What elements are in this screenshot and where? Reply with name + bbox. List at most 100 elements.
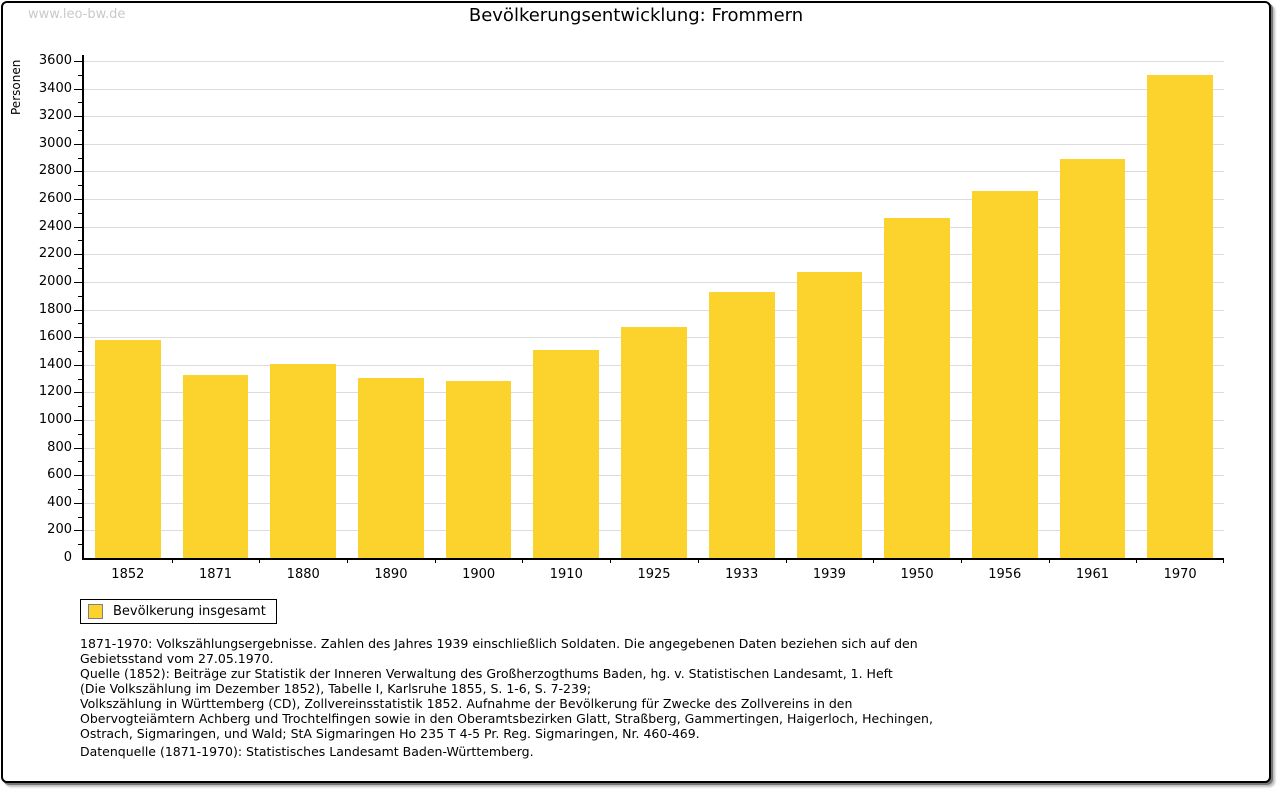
x-axis-tick bbox=[873, 558, 875, 563]
y-axis-minor-tick bbox=[78, 323, 82, 325]
y-axis-major-tick bbox=[74, 61, 82, 62]
y-axis-tick-label: 2600 bbox=[38, 191, 72, 207]
y-axis-major-tick bbox=[74, 254, 82, 256]
legend-label: Bevölkerung insgesamt bbox=[113, 604, 266, 619]
y-axis-tick-label: 2200 bbox=[38, 246, 72, 262]
y-gridline bbox=[84, 254, 1224, 256]
x-axis-tick bbox=[522, 558, 524, 563]
bar-1890 bbox=[358, 377, 424, 558]
bar-1956 bbox=[971, 190, 1038, 558]
y-axis-tick-label: 2000 bbox=[38, 273, 72, 289]
x-axis-tick bbox=[259, 558, 261, 563]
y-axis-major-tick bbox=[74, 143, 82, 145]
bar-1970 bbox=[1147, 74, 1214, 558]
y-axis-major-tick bbox=[74, 502, 82, 504]
x-axis-tick bbox=[1048, 558, 1050, 563]
y-axis-major-tick bbox=[74, 226, 82, 228]
y-gridline bbox=[84, 61, 1224, 62]
y-axis-minor-tick bbox=[78, 516, 82, 518]
y-axis-title: Personen bbox=[9, 59, 23, 115]
y-axis-minor-tick bbox=[78, 212, 82, 214]
bar-1950 bbox=[884, 217, 950, 558]
y-axis-tick-label: 800 bbox=[47, 439, 72, 455]
x-axis-tick bbox=[697, 558, 699, 563]
source-note-line: 1871-1970: Volkszählungsergebnisse. Zahl… bbox=[80, 636, 918, 651]
x-axis-tick-label: 1970 bbox=[1163, 567, 1197, 582]
x-axis-tick-label: 1852 bbox=[111, 567, 145, 582]
x-axis-tick bbox=[610, 558, 612, 563]
y-axis-tick-label: 2400 bbox=[38, 218, 72, 234]
y-axis-minor-tick bbox=[78, 268, 82, 270]
chart-title: Bevölkerungsentwicklung: Frommern bbox=[468, 5, 804, 26]
x-axis-tick-label: 1880 bbox=[286, 567, 320, 582]
bar-1910 bbox=[533, 350, 600, 558]
y-axis-tick-label: 3200 bbox=[38, 108, 72, 124]
y-axis-major-tick bbox=[74, 116, 82, 118]
bar-1871 bbox=[182, 375, 249, 558]
bar-1961 bbox=[1059, 159, 1126, 558]
source-note-line: Gebietsstand vom 27.05.1970. bbox=[80, 651, 274, 666]
source-note-line: Ostrach, Sigmaringen, und Wald; StA Sigm… bbox=[80, 726, 700, 741]
source-note-line: Obervogteiämtern Achberg und Trochtelfin… bbox=[80, 711, 933, 726]
x-axis-tick-label: 1925 bbox=[637, 567, 671, 582]
y-axis-tick-label: 2800 bbox=[38, 163, 72, 179]
y-axis-minor-tick bbox=[78, 102, 82, 104]
x-axis-tick-label: 1871 bbox=[198, 567, 233, 582]
y-axis-major-tick bbox=[74, 337, 82, 339]
x-axis-tick-label: 1910 bbox=[549, 567, 583, 582]
x-axis-tick-label: 1956 bbox=[988, 567, 1022, 582]
y-gridline bbox=[84, 171, 1224, 173]
y-axis-tick-label: 1200 bbox=[38, 384, 72, 400]
y-axis-minor-tick bbox=[78, 544, 82, 546]
y-axis-major-tick bbox=[74, 171, 82, 173]
y-axis-major-tick bbox=[74, 309, 82, 311]
y-axis-major-tick bbox=[74, 530, 82, 532]
y-axis-line-cap bbox=[82, 55, 84, 61]
bar-1880 bbox=[270, 364, 337, 558]
y-axis-tick-label: 1000 bbox=[38, 411, 72, 427]
y-axis-minor-tick bbox=[78, 461, 82, 463]
x-axis-tick bbox=[960, 558, 962, 563]
y-axis-tick-label: 1800 bbox=[38, 301, 72, 317]
x-axis-tick bbox=[347, 558, 349, 563]
y-axis-tick-label: 3000 bbox=[38, 135, 72, 151]
y-axis-major-tick bbox=[74, 475, 82, 477]
y-gridline bbox=[84, 143, 1224, 145]
bar-1925 bbox=[621, 326, 687, 558]
datasource-note: Datenquelle (1871-1970): Statistisches L… bbox=[80, 744, 534, 759]
y-axis-major-tick bbox=[74, 419, 82, 421]
x-axis-tick-label: 1950 bbox=[900, 567, 934, 582]
legend-box: Bevölkerung insgesamt bbox=[80, 599, 277, 624]
y-axis-tick-label: 400 bbox=[47, 494, 72, 510]
x-axis-tick-label: 1933 bbox=[725, 567, 759, 582]
watermark-url: www.leo-bw.de bbox=[28, 7, 126, 22]
plot-area: 0 200 400 600 800 1000 1200 1400 1600 1800 2000 220… bbox=[39, 54, 1224, 582]
y-axis-minor-tick bbox=[78, 406, 82, 408]
y-axis-minor-tick bbox=[78, 185, 82, 187]
y-axis-minor-tick bbox=[78, 488, 82, 490]
y-axis-minor-tick bbox=[78, 74, 82, 76]
y-axis-minor-tick bbox=[78, 378, 82, 380]
bar-1852 bbox=[94, 339, 161, 558]
x-axis-tick bbox=[1223, 558, 1224, 563]
y-axis-major-tick bbox=[74, 88, 82, 90]
bar-1900 bbox=[445, 380, 512, 558]
y-axis-tick-label: 0 bbox=[63, 550, 72, 565]
y-axis-tick-label: 600 bbox=[47, 467, 72, 483]
source-notes: 1871-1970: Volkszählungsergebnisse. Zahl… bbox=[80, 636, 1200, 741]
y-axis-major-tick bbox=[74, 392, 82, 394]
y-axis-major-tick bbox=[74, 281, 82, 283]
source-note-line: (Die Volkszählung im Dezember 1852), Tab… bbox=[80, 681, 592, 696]
bar-1933 bbox=[708, 292, 775, 558]
x-axis-tick-label: 1939 bbox=[812, 567, 846, 582]
source-note-line: Volkszählung in Württemberg (CD), Zollve… bbox=[80, 696, 853, 711]
y-axis-minor-tick bbox=[78, 433, 82, 435]
x-axis-tick bbox=[1136, 558, 1138, 563]
x-axis-tick bbox=[785, 558, 787, 563]
y-axis-major-tick bbox=[74, 447, 82, 449]
source-note-line: Quelle (1852): Beiträge zur Statistik de… bbox=[80, 666, 893, 681]
y-axis-major-tick bbox=[74, 364, 82, 366]
y-axis-tick-label: 1600 bbox=[38, 329, 72, 345]
x-axis-tick-label: 1900 bbox=[462, 567, 496, 582]
